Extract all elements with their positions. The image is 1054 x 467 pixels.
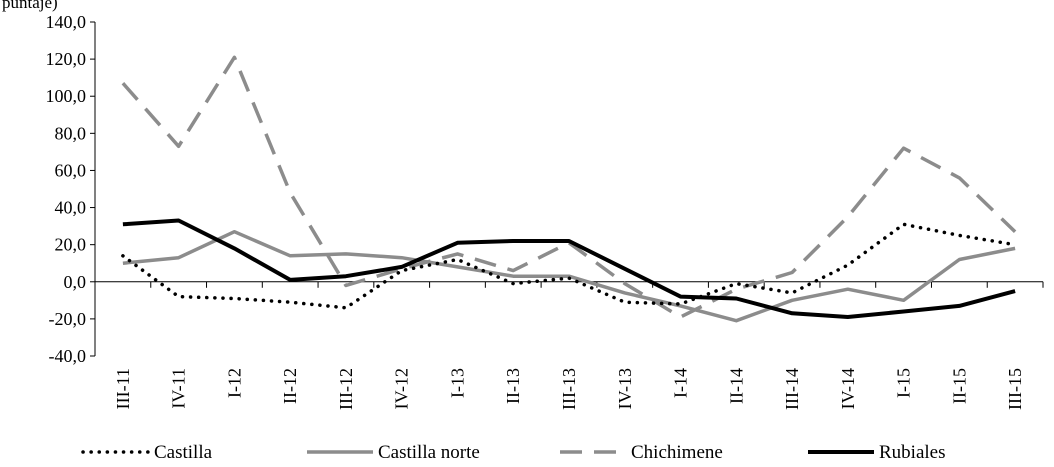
legend-label-chichimene: Chichimene: [631, 442, 723, 463]
x-tick-label: IV-12: [392, 368, 412, 409]
x-tick-label: I-14: [671, 368, 691, 398]
x-tick-label: III-15: [1005, 368, 1025, 410]
y-tick-label: 140,0: [46, 12, 87, 32]
y-tick-label: 120,0: [46, 49, 87, 69]
series-line-castilla: [121, 222, 1017, 310]
y-tick-label: 40,0: [55, 198, 87, 218]
x-tick-label: IV-14: [838, 368, 858, 409]
y-tick-label: -20,0: [49, 309, 87, 329]
legend-label-castilla: Castilla: [154, 442, 213, 463]
y-tick-label: 0,0: [64, 272, 87, 292]
x-tick-label: II-12: [280, 368, 300, 404]
y-axis: 140,0 120,0 100,0 80,0 60,0 40,0 20,0 0,0 -20,0 -…: [46, 12, 96, 366]
x-tick-label: III-14: [782, 368, 802, 410]
x-tick-label: IV-13: [615, 368, 635, 409]
legend-label-castilla-norte: Castilla norte: [378, 442, 480, 463]
series-line-castilla-norte: [122, 229, 1016, 323]
y-tick-label: -40,0: [49, 346, 87, 366]
x-tick-label: I-13: [447, 368, 467, 398]
x-tick-label: I-12: [224, 368, 244, 398]
y-tick-label: 60,0: [55, 160, 87, 180]
y-tick-label: 100,0: [46, 86, 87, 106]
series-line-rubiales: [122, 218, 1016, 319]
x-tick-label: III-12: [336, 368, 356, 410]
y-tick-label: 80,0: [55, 123, 87, 143]
x-tick-label: II-13: [503, 368, 523, 404]
corner-text: puntaje): [2, 0, 58, 12]
x-tick-label: III-13: [559, 368, 579, 410]
legend: Castilla Castilla norte Chichimene Rubiales: [81, 442, 946, 463]
x-axis: III-11 IV-11 I-12 II-12 III-12 IV-12 I-13 II-13…: [94, 281, 1044, 410]
legend-label-rubiales: Rubiales: [879, 442, 946, 463]
x-tick-label: II-15: [949, 368, 969, 404]
series-layer: [121, 55, 1017, 323]
x-tick-label: IV-11: [169, 368, 189, 409]
x-tick-label: II-14: [726, 368, 746, 404]
y-tick-label: 20,0: [55, 235, 87, 255]
x-tick-label: I-15: [894, 368, 914, 398]
x-tick-label: III-11: [113, 368, 133, 409]
